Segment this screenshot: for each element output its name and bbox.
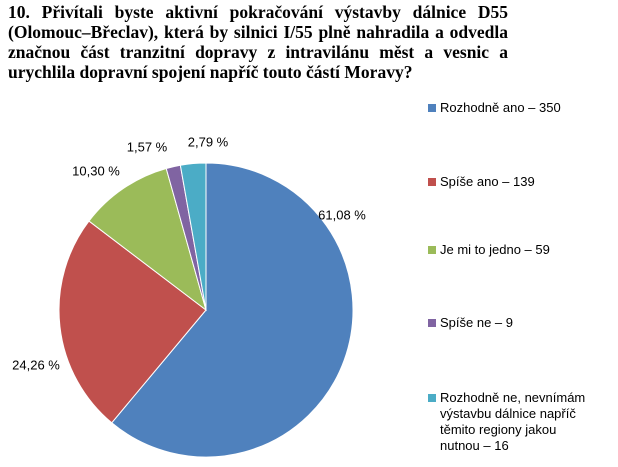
data-label: 2,79 %: [188, 134, 229, 149]
data-label: 61,08 %: [318, 207, 366, 222]
legend-label: Rozhodně ano – 350: [440, 100, 561, 115]
chart-title: 10. Přivítali byste aktivní pokračování …: [8, 2, 508, 82]
legend-label: Je mi to jedno – 59: [440, 242, 550, 257]
pie-slice: [111, 162, 354, 458]
data-label: 1,57 %: [127, 139, 168, 154]
legend-entry: Rozhodně ano – 350: [428, 100, 588, 116]
pie-slice: [179, 162, 207, 311]
legend-entry: Je mi to jedno – 59: [428, 242, 588, 258]
data-label: 10,30 %: [72, 163, 120, 178]
legend-swatch: [428, 394, 436, 402]
legend-label: Spíše ano – 139: [440, 174, 535, 189]
legend-entry: Spíše ano – 139: [428, 174, 588, 190]
legend-swatch: [428, 104, 436, 112]
legend-label: Rozhodně ne, nevnímám výstavbu dálnice n…: [440, 390, 586, 453]
pie-slice: [58, 220, 207, 424]
legend-entry: Spíše ne – 9: [428, 315, 588, 331]
pie-slice: [88, 167, 207, 312]
legend-swatch: [428, 246, 436, 254]
legend-entry: Rozhodně ne, nevnímám výstavbu dálnice n…: [428, 390, 588, 454]
data-label: 24,26 %: [12, 357, 60, 372]
legend-swatch: [428, 319, 436, 327]
legend-label: Spíše ne – 9: [440, 315, 513, 330]
legend-swatch: [428, 178, 436, 186]
